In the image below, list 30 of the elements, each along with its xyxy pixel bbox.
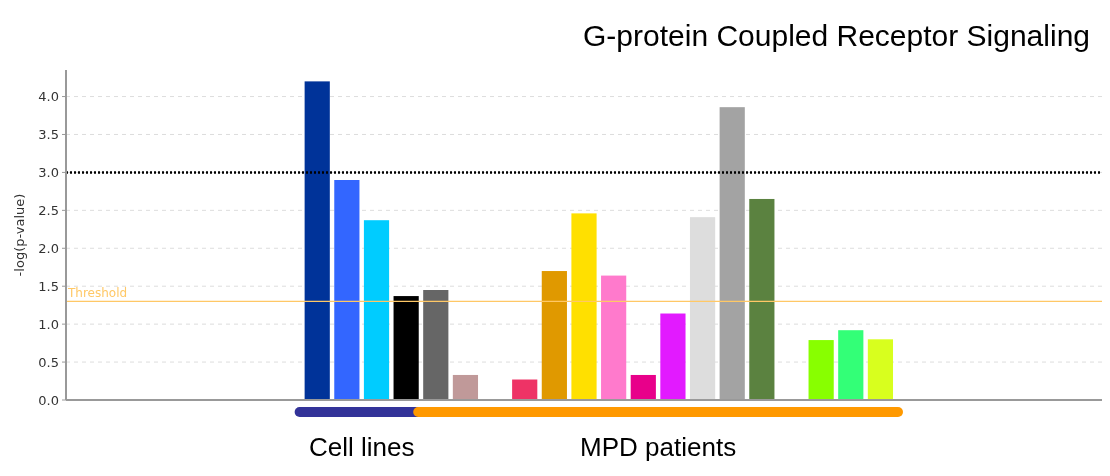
bar [512, 379, 538, 400]
text: Cell lines [308, 432, 415, 462]
y-tick-label: 0.5 [38, 354, 59, 370]
y-axis-title: -log(p-value) [12, 193, 27, 277]
bar [630, 374, 656, 400]
bar [808, 340, 834, 400]
bar [867, 339, 894, 400]
y-tick-label: 3.5 [38, 127, 59, 143]
y-tick-label: 2.0 [38, 240, 59, 256]
y-tick-label: 3.0 [38, 164, 59, 180]
bar [334, 180, 360, 400]
bar [601, 275, 627, 400]
chart-title: G-protein Coupled Receptor Signaling [583, 19, 1090, 52]
bar [304, 81, 330, 400]
y-tick-label: 2.5 [38, 202, 59, 218]
y-tick-label: 4.0 [38, 89, 59, 105]
y-tick-label: 1.0 [38, 316, 59, 332]
y-tick-label: 0.0 [38, 392, 59, 408]
bar [423, 290, 449, 400]
bar [393, 296, 419, 400]
text: MPD patients [580, 432, 737, 462]
bar [660, 313, 686, 400]
bar [838, 330, 864, 400]
y-tick-label: 1.5 [38, 278, 59, 294]
bar [571, 213, 597, 400]
bar [452, 374, 479, 400]
bar [363, 220, 390, 400]
bar [749, 198, 775, 400]
bar [541, 271, 567, 400]
ref-line-label: Threshold [67, 286, 128, 301]
